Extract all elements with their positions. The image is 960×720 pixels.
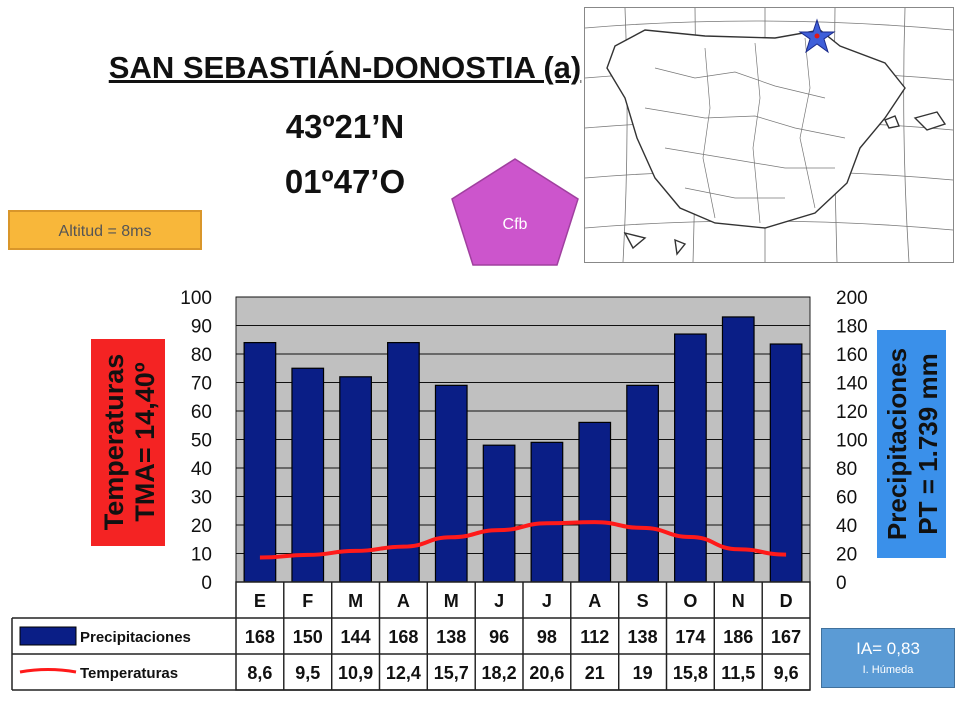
temperature-side-box: Temperaturas TMA= 14,40º — [91, 339, 165, 546]
temp-value-cell: 8,6 — [247, 663, 272, 683]
longitude-label: 01º47’O — [284, 163, 406, 200]
precip-bar — [769, 343, 803, 583]
precip-value-cell: 186 — [723, 627, 753, 647]
plot-area: 0 10 20 30 40 50 60 70 80 90 100 0 20 40 60 80 100 120 140… — [180, 288, 867, 594]
temp-value-cell: 18,2 — [482, 663, 517, 683]
precip-value-cell: 96 — [489, 627, 509, 647]
left-tick-label: 100 — [180, 288, 212, 309]
month-header-cell: E — [254, 591, 266, 611]
left-tick-label: 90 — [191, 317, 212, 338]
aridity-index-value: IA= 0,83 — [856, 639, 920, 658]
precip-value-cell: 138 — [628, 627, 658, 647]
aridity-index-label: I. Húmeda — [862, 664, 914, 676]
temp-value-cell: 21 — [585, 663, 605, 683]
precip-legend-label: Precipitaciones — [80, 629, 191, 646]
precip-bar — [626, 384, 659, 583]
right-tick-label: 180 — [836, 317, 868, 338]
precip-bar — [674, 333, 707, 583]
temp-side-title: Temperaturas — [99, 354, 129, 531]
prec-side-title: Precipitaciones — [882, 348, 912, 540]
left-tick-label: 60 — [191, 402, 212, 423]
data-table: E F M A M J J A S O N D 168 150 144 168 138 96 98 112 138 174… — [11, 581, 811, 691]
right-tick-label: 80 — [836, 459, 857, 480]
precip-value-cell: 150 — [293, 627, 323, 647]
iberia-map-graphic — [584, 7, 954, 263]
left-tick-label: 80 — [191, 345, 212, 366]
right-tick-label: 20 — [836, 545, 857, 566]
temperature-line — [259, 520, 787, 560]
precip-value-cell: 168 — [245, 627, 275, 647]
precip-value-cell: 112 — [580, 627, 609, 647]
right-tick-label: 160 — [836, 345, 868, 366]
temp-value-cell: 12,4 — [386, 663, 421, 683]
month-header-cell: A — [588, 591, 601, 611]
month-header-cell: M — [444, 591, 459, 611]
month-header-cell: D — [780, 591, 793, 611]
precip-bar — [434, 384, 468, 583]
month-header-cell: J — [542, 591, 552, 611]
precip-bar — [721, 316, 755, 583]
precip-bar — [578, 421, 612, 583]
precip-bar — [291, 367, 325, 583]
temp-legend-swatch — [19, 668, 77, 674]
precip-legend-swatch — [19, 626, 77, 646]
temp-value-cell: 10,9 — [338, 663, 373, 683]
month-header-cell: N — [732, 591, 745, 611]
right-tick-label: 60 — [836, 488, 857, 509]
month-header-cell: F — [302, 591, 313, 611]
temp-value-cell: 15,8 — [673, 663, 708, 683]
left-tick-label: 50 — [191, 431, 212, 452]
precip-value-cell: 144 — [341, 627, 371, 647]
precip-value-cell: 174 — [675, 627, 705, 647]
temp-side-value: TMA= 14,40º — [130, 362, 160, 521]
precip-value-cell: 168 — [388, 627, 418, 647]
temp-value-cell: 20,6 — [529, 663, 564, 683]
precip-bar — [243, 342, 277, 583]
temp-legend-label: Temperaturas — [80, 665, 178, 682]
precip-value-cell: 138 — [436, 627, 466, 647]
month-header-cell: J — [494, 591, 504, 611]
temp-value-cell: 9,5 — [295, 663, 320, 683]
right-tick-label: 100 — [836, 431, 868, 452]
temp-value-cell: 11,5 — [721, 663, 755, 683]
aridity-index-box: IA= 0,83 I. Húmeda — [821, 628, 955, 688]
right-tick-label: 200 — [836, 288, 868, 309]
right-tick-label: 140 — [836, 374, 868, 395]
precip-bar — [482, 444, 516, 583]
precip-bar — [530, 441, 564, 583]
left-tick-label: 0 — [201, 573, 212, 594]
left-tick-label: 10 — [191, 545, 212, 566]
precip-bar — [339, 376, 372, 583]
temp-value-cell: 19 — [633, 663, 653, 683]
left-tick-label: 20 — [191, 516, 212, 537]
precipitation-side-box: Precipitaciones PT = 1.739 mm — [877, 330, 946, 558]
month-header-cell: A — [397, 591, 410, 611]
temp-value-cell: 9,6 — [774, 663, 799, 683]
left-tick-label: 40 — [191, 459, 212, 480]
left-tick-label: 30 — [191, 488, 212, 509]
precip-bar — [387, 342, 420, 583]
month-header-cell: O — [683, 591, 697, 611]
right-tick-label: 120 — [836, 402, 868, 423]
left-tick-label: 70 — [191, 374, 212, 395]
altitude-box: Altitud = 8ms — [8, 210, 202, 250]
temp-value-cell: 15,7 — [434, 663, 469, 683]
precip-value-cell: 98 — [537, 627, 557, 647]
right-tick-label: 0 — [836, 573, 847, 594]
month-header-cell: M — [348, 591, 363, 611]
station-title: SAN SEBASTIÁN-DONOSTIA (a) — [108, 50, 582, 85]
prec-side-value: PT = 1.739 mm — [913, 353, 943, 534]
precip-value-cell: 167 — [771, 627, 801, 647]
right-tick-label: 40 — [836, 516, 857, 537]
location-map — [584, 7, 954, 263]
latitude-label: 43º21’N — [285, 108, 405, 145]
month-header-cell: S — [637, 591, 649, 611]
